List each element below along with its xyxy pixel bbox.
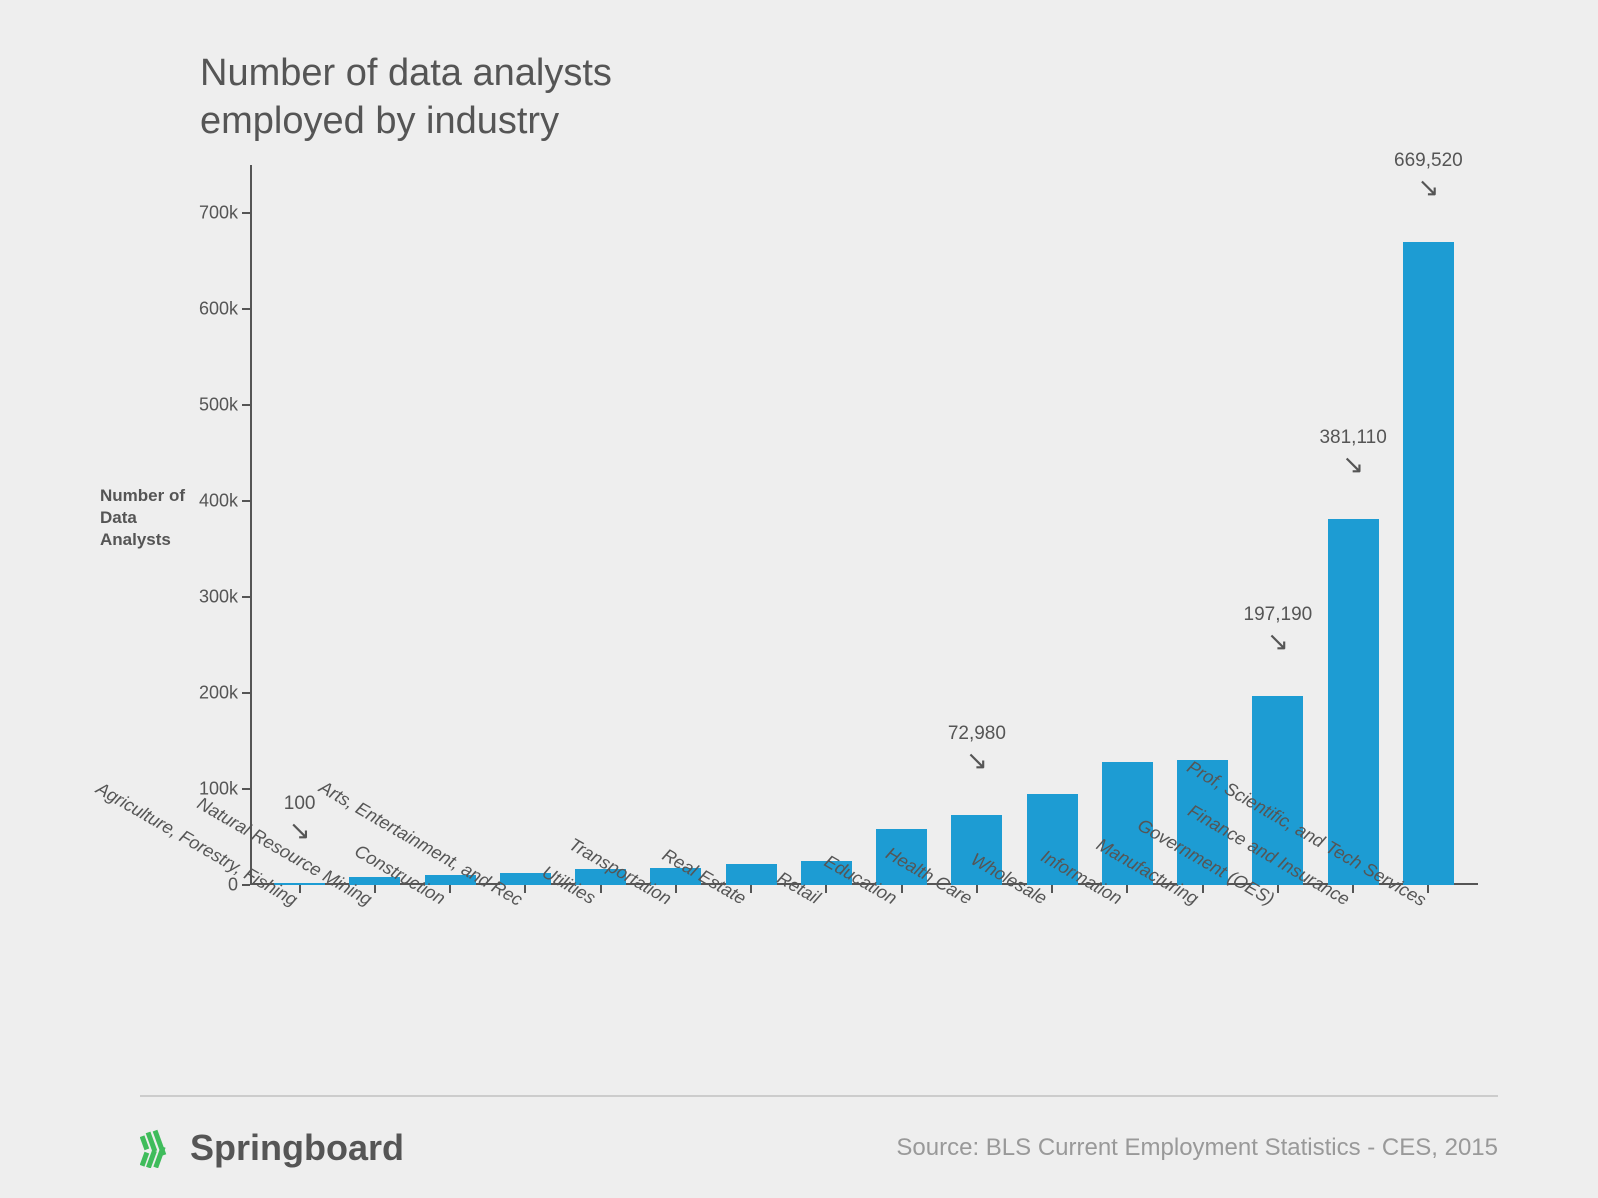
y-tick [242, 212, 250, 214]
bar-slot: Real Estate [714, 165, 789, 885]
springboard-icon [140, 1128, 180, 1168]
logo-text: Springboard [190, 1127, 404, 1169]
callout-label: 197,190↘ [1244, 604, 1313, 654]
callout-label: 72,980↘ [948, 723, 1006, 773]
y-tick [242, 308, 250, 310]
callout-label: 381,110↘ [1319, 427, 1386, 477]
y-tick-label: 600k [190, 299, 238, 320]
y-tick [242, 884, 250, 886]
plot-area: Agriculture, Forestry, Fishing100↘Natura… [250, 165, 1478, 885]
bar-slot: Finance and Insurance381,110↘ [1316, 165, 1391, 885]
bar-slot: Information [1090, 165, 1165, 885]
bar-slot: Education [864, 165, 939, 885]
y-tick [242, 788, 250, 790]
bar-slot: Retail [789, 165, 864, 885]
y-tick-label: 400k [190, 491, 238, 512]
y-tick [242, 404, 250, 406]
logo: Springboard [140, 1127, 404, 1169]
bar-slot: Arts, Entertainment, and Rec [488, 165, 563, 885]
callout-label: 669,520↘ [1394, 150, 1463, 200]
bar-slot: Government (OES)197,190↘ [1240, 165, 1315, 885]
footer: Springboard Source: BLS Current Employme… [140, 1095, 1498, 1169]
chart-title: Number of data analysts employed by indu… [200, 50, 1498, 145]
y-tick-label: 500k [190, 395, 238, 416]
y-tick-label: 0 [190, 875, 238, 896]
y-tick [242, 500, 250, 502]
bars-group: Agriculture, Forestry, Fishing100↘Natura… [250, 165, 1478, 885]
bar-slot: Construction [413, 165, 488, 885]
bar-slot: Prof, Scientific, and Tech Services669,5… [1391, 165, 1466, 885]
bar-slot: Utilities [563, 165, 638, 885]
bar-slot: Transportation [638, 165, 713, 885]
y-axis-label: Number of Data Analysts [100, 485, 190, 551]
y-tick-label: 200k [190, 683, 238, 704]
y-tick-label: 700k [190, 203, 238, 224]
source-text: Source: BLS Current Employment Statistic… [896, 1134, 1498, 1162]
y-tick [242, 692, 250, 694]
y-tick-label: 100k [190, 779, 238, 800]
bar-slot: Natural Resource Mining [337, 165, 412, 885]
y-tick [242, 596, 250, 598]
callout-label: 100↘ [284, 793, 316, 843]
bar [1328, 519, 1379, 885]
title-line-1: Number of data analysts [200, 52, 612, 94]
bar-slot: Health Care72,980↘ [939, 165, 1014, 885]
bar [1403, 242, 1454, 885]
y-tick-label: 300k [190, 587, 238, 608]
bar-slot: Wholesale [1015, 165, 1090, 885]
title-line-2: employed by industry [200, 100, 559, 142]
chart-container: Number of data analysts employed by indu… [100, 50, 1498, 1158]
chart-area: Number of Data Analysts Agriculture, For… [140, 165, 1498, 885]
